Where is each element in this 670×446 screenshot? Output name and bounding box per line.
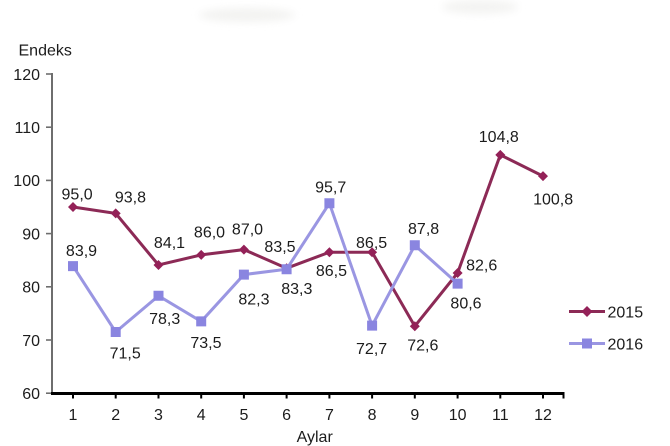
svg-text:93,8: 93,8 — [115, 189, 146, 206]
svg-text:83,9: 83,9 — [66, 243, 97, 260]
svg-text:86,5: 86,5 — [356, 235, 387, 252]
svg-text:82,3: 82,3 — [238, 292, 269, 309]
svg-text:11: 11 — [492, 407, 509, 424]
svg-text:72,7: 72,7 — [356, 341, 387, 358]
svg-text:100,8: 100,8 — [533, 191, 573, 208]
svg-text:7: 7 — [325, 407, 334, 424]
svg-text:86,0: 86,0 — [194, 225, 225, 242]
svg-text:1: 1 — [69, 407, 78, 424]
svg-text:82,6: 82,6 — [466, 258, 497, 275]
svg-text:10: 10 — [449, 407, 467, 424]
svg-text:71,5: 71,5 — [110, 346, 141, 363]
svg-text:2: 2 — [111, 407, 120, 424]
svg-text:84,1: 84,1 — [154, 235, 185, 252]
svg-text:90: 90 — [22, 226, 40, 243]
svg-text:100: 100 — [13, 173, 40, 190]
svg-text:72,6: 72,6 — [407, 338, 438, 355]
svg-text:83,3: 83,3 — [281, 281, 312, 298]
svg-text:80: 80 — [22, 280, 40, 297]
svg-text:60: 60 — [22, 386, 40, 403]
svg-text:Endeks: Endeks — [19, 43, 72, 60]
svg-text:2015: 2015 — [608, 304, 644, 321]
svg-text:9: 9 — [410, 407, 419, 424]
svg-text:Aylar: Aylar — [297, 429, 334, 446]
svg-text:86,5: 86,5 — [316, 263, 347, 280]
svg-text:87,0: 87,0 — [232, 222, 263, 239]
svg-text:95,0: 95,0 — [62, 186, 93, 203]
svg-text:104,8: 104,8 — [479, 129, 519, 146]
svg-text:6: 6 — [282, 407, 291, 424]
svg-text:80,6: 80,6 — [450, 295, 481, 312]
svg-text:3: 3 — [154, 407, 163, 424]
svg-text:95,7: 95,7 — [315, 180, 346, 197]
svg-text:120: 120 — [13, 67, 40, 84]
svg-text:78,3: 78,3 — [149, 311, 180, 328]
svg-text:8: 8 — [368, 407, 377, 424]
svg-text:110: 110 — [14, 120, 40, 137]
svg-text:5: 5 — [239, 407, 248, 424]
svg-text:2016: 2016 — [608, 336, 644, 353]
svg-text:73,5: 73,5 — [190, 335, 221, 352]
svg-text:12: 12 — [534, 407, 552, 424]
svg-text:70: 70 — [22, 333, 40, 350]
svg-text:4: 4 — [197, 407, 206, 424]
svg-text:87,8: 87,8 — [408, 221, 439, 238]
svg-text:83,5: 83,5 — [264, 239, 295, 256]
